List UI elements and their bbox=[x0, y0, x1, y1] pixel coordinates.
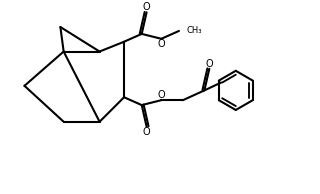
Text: O: O bbox=[143, 3, 150, 12]
Text: O: O bbox=[157, 90, 165, 100]
Text: O: O bbox=[157, 39, 165, 49]
Text: CH₃: CH₃ bbox=[187, 26, 202, 36]
Text: O: O bbox=[143, 126, 150, 137]
Text: O: O bbox=[205, 59, 213, 69]
